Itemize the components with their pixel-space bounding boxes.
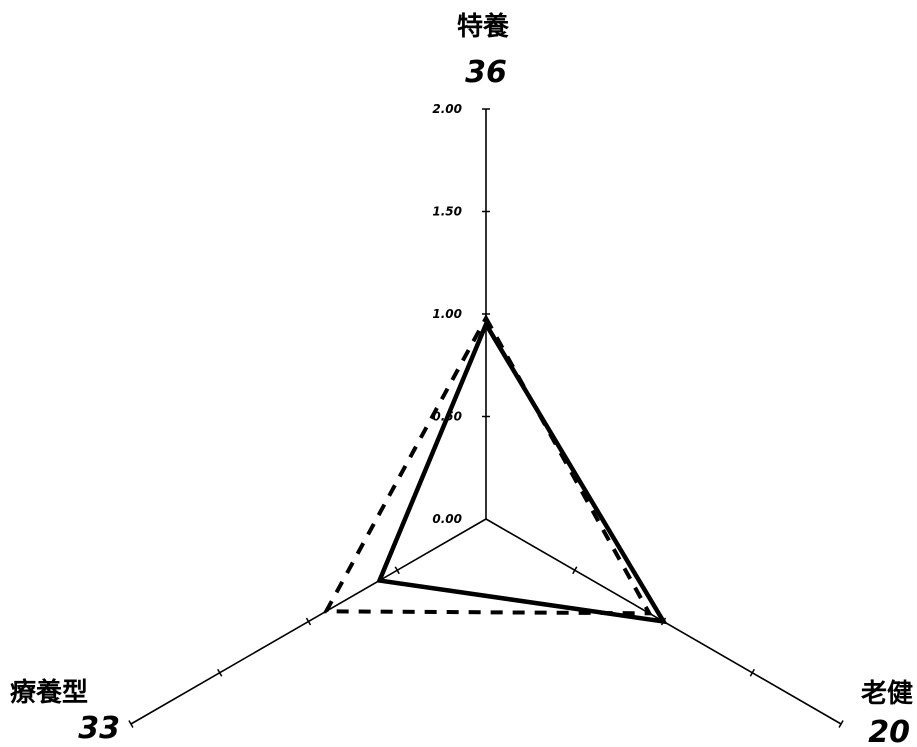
tick-mark-roken [572, 566, 578, 575]
tick-mark-ryoyogata [305, 617, 312, 626]
tick-mark-ryoyogata [394, 566, 400, 575]
tick-mark-roken [749, 668, 755, 677]
tick-label: 1.50 [432, 205, 462, 219]
radar-tick-labels: 0.000.501.001.502.00 [432, 102, 462, 526]
radar-axes [128, 108, 844, 728]
axis-label-ryoyogata: 療養型 [10, 678, 88, 708]
series-solid-polygon [376, 319, 668, 625]
tick-label: 1.00 [432, 307, 462, 321]
tick-label: 0.00 [432, 512, 462, 526]
axis-value-tokuyo: 36 [465, 55, 507, 90]
tick-label: 2.00 [432, 102, 462, 116]
tick-mark-roken [838, 720, 844, 728]
radar-series [322, 313, 668, 625]
tick-mark-ryoyogata [128, 720, 134, 728]
axis-value-roken: 20 [868, 715, 910, 747]
tick-mark-ryoyogata [217, 668, 223, 677]
axis-label-roken: 老健 [861, 679, 913, 709]
axis-value-ryoyogata: 33 [78, 711, 120, 746]
series-dashed-polygon [322, 313, 653, 616]
axis-label-tokuyo: 特養 [457, 11, 510, 42]
